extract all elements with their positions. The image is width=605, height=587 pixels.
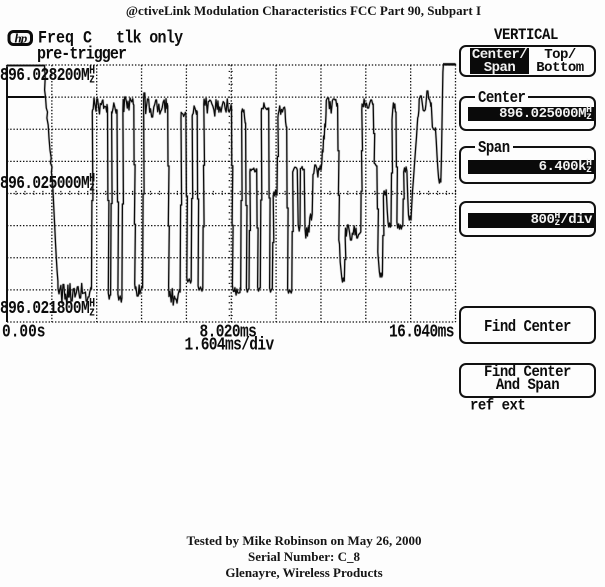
svg-text:hp: hp bbox=[15, 30, 28, 45]
